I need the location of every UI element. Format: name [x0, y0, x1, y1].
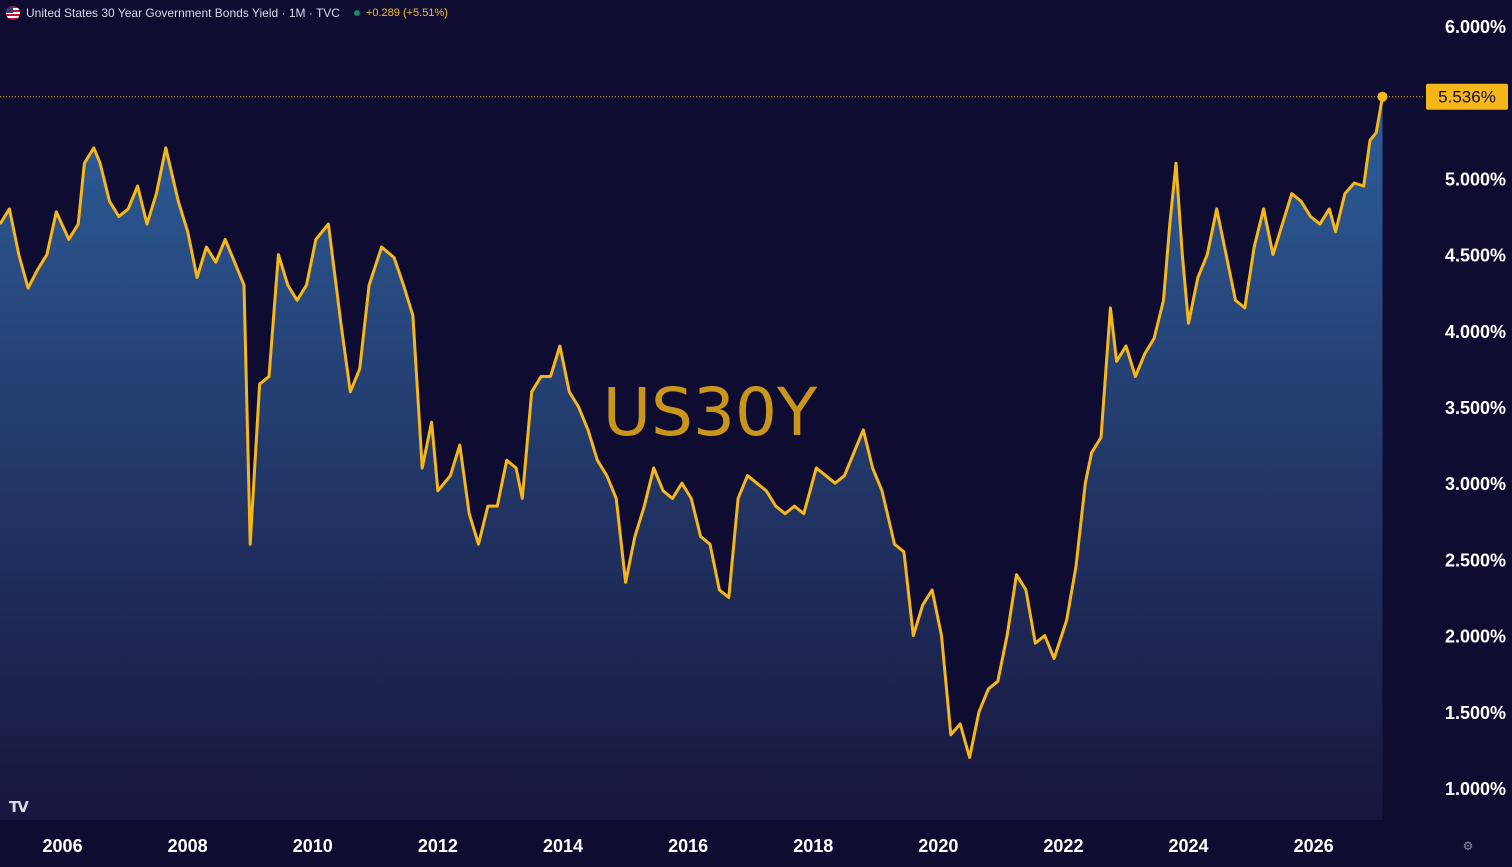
y-tick-label: 5.000% [1445, 169, 1506, 189]
last-price-badge: 5.536% [1426, 83, 1508, 110]
y-tick-label: 1.500% [1445, 703, 1506, 723]
symbol-title[interactable]: United States 30 Year Government Bonds Y… [26, 6, 340, 20]
y-axis: 1.000% 1.500% 2.000% 2.500% 3.000% 3.500% 4.00… [1445, 17, 1506, 799]
price-change: +0.289 (+5.51%) [365, 7, 448, 19]
y-tick-label: 6.000% [1445, 17, 1506, 37]
x-axis: 2006 2008 2010 2012 2014 2016 2018 2020 2022 2024… [43, 836, 1334, 856]
y-tick-label: 1.000% [1445, 779, 1506, 799]
x-tick-label: 2018 [793, 836, 833, 856]
last-price-badge-label: 5.536% [1438, 88, 1496, 107]
x-tick-label: 2006 [43, 836, 83, 856]
series-area [0, 96, 1383, 820]
us-flag-icon [6, 6, 20, 20]
market-status-dot-icon [353, 10, 360, 16]
x-tick-label: 2022 [1043, 836, 1083, 856]
settings-icon[interactable]: ⚙ [1462, 839, 1474, 853]
symbol-watermark: US30Y [603, 374, 818, 451]
x-tick-label: 2010 [293, 836, 333, 856]
y-tick-label: 2.500% [1445, 550, 1506, 570]
x-tick-label: 2026 [1294, 836, 1334, 856]
series-line [0, 96, 1384, 759]
x-tick-label: 2014 [543, 836, 583, 856]
x-tick-label: 2016 [668, 836, 708, 856]
x-tick-label: 2008 [168, 836, 208, 856]
chart-header: United States 30 Year Government Bonds Y… [6, 4, 448, 22]
last-price-dot[interactable] [1377, 91, 1388, 102]
y-tick-label: 2.000% [1445, 627, 1506, 647]
y-tick-label: 4.000% [1445, 322, 1506, 342]
x-tick-label: 2020 [918, 836, 958, 856]
y-tick-label: 4.500% [1445, 246, 1506, 266]
y-tick-label: 3.500% [1445, 398, 1506, 418]
x-tick-label: 2024 [1169, 836, 1209, 856]
x-tick-label: 2012 [418, 836, 458, 856]
last-price-badge-bg [1426, 83, 1508, 110]
y-tick-label: 3.000% [1445, 474, 1506, 494]
tradingview-logo[interactable]: TV [9, 798, 29, 816]
